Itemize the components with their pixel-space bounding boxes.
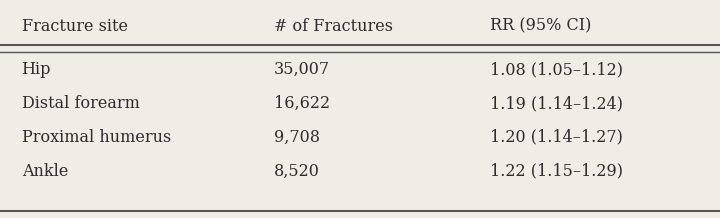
Text: # of Fractures: # of Fractures: [274, 18, 392, 35]
Text: 8,520: 8,520: [274, 163, 320, 180]
Text: 1.08 (1.05–1.12): 1.08 (1.05–1.12): [490, 61, 623, 78]
Text: Hip: Hip: [22, 61, 51, 78]
Text: Ankle: Ankle: [22, 163, 68, 180]
Text: Distal forearm: Distal forearm: [22, 95, 140, 112]
Text: 35,007: 35,007: [274, 61, 330, 78]
Text: 1.20 (1.14–1.27): 1.20 (1.14–1.27): [490, 129, 623, 146]
Text: 16,622: 16,622: [274, 95, 330, 112]
Text: Proximal humerus: Proximal humerus: [22, 129, 171, 146]
Text: Fracture site: Fracture site: [22, 18, 127, 35]
Text: 9,708: 9,708: [274, 129, 320, 146]
Text: RR (95% CI): RR (95% CI): [490, 18, 591, 35]
Text: 1.19 (1.14–1.24): 1.19 (1.14–1.24): [490, 95, 623, 112]
Text: 1.22 (1.15–1.29): 1.22 (1.15–1.29): [490, 163, 623, 180]
